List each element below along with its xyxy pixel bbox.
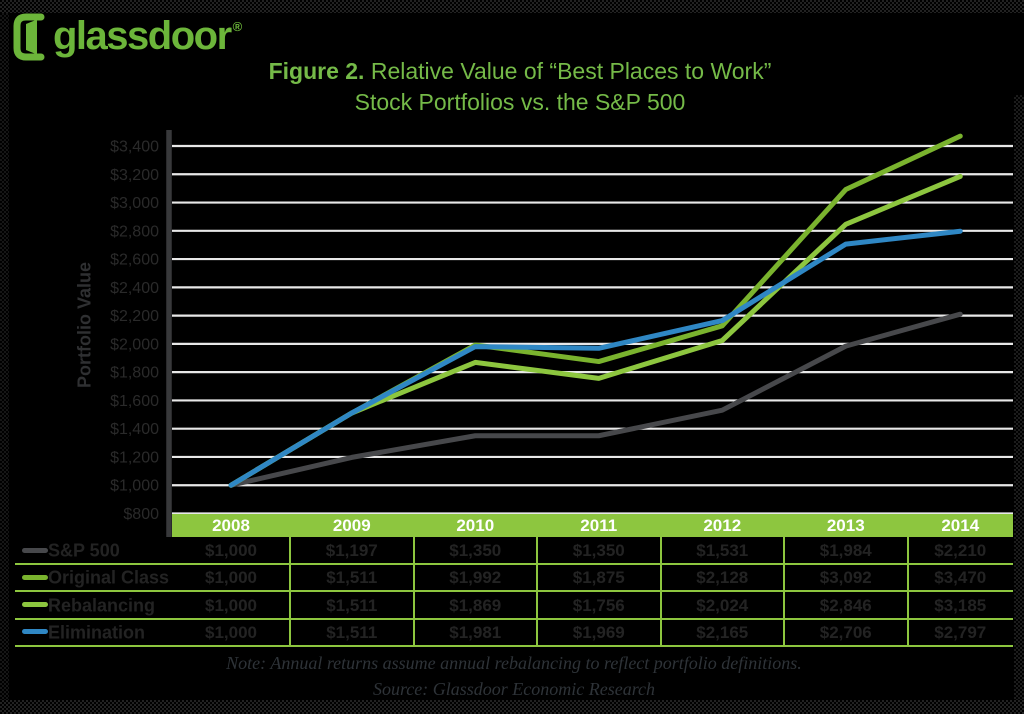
transparency-noise-top [0, 0, 1024, 13]
table-column-divider [783, 537, 785, 647]
table-value-elimination-2011: $1,969 [572, 622, 625, 642]
y-tick-label: $1,400 [110, 421, 159, 438]
table-value-rebalancing-2013: $2,846 [819, 595, 872, 615]
table-value-s-p-500-2011: $1,350 [572, 541, 625, 560]
table-value-elimination-2008: $1,000 [205, 622, 257, 642]
y-axis-title: Portfolio Value [74, 261, 95, 389]
table-row-divider [15, 590, 1013, 592]
y-tick-label: $2,200 [110, 308, 159, 325]
y-tick-label: $1,200 [110, 449, 159, 466]
series-line-original-class [228, 133, 963, 488]
table-column-divider [659, 537, 662, 647]
figure-label: Figure 2. [268, 58, 365, 84]
legend-label-original-class: Original Class [48, 567, 170, 588]
legend-swatch-original-class [22, 574, 48, 580]
table-value-original-class-2012: $2,128 [696, 568, 749, 587]
year-label-2008: 2008 [212, 516, 250, 536]
table-column-divider [536, 537, 538, 647]
table-value-original-class-2010: $1,992 [449, 568, 502, 587]
y-tick-label: $1,800 [110, 365, 159, 382]
table-value-elimination-2009: $1,511 [326, 622, 378, 642]
table-column-divider [412, 537, 415, 647]
glassdoor-logo: glassdoor ® [13, 13, 242, 61]
series-line-s-p-500 [228, 311, 963, 488]
table-row-divider [15, 617, 1013, 620]
y-tick-label: $3,200 [110, 167, 159, 184]
table-column-divider [906, 537, 909, 647]
year-bar-background [172, 513, 1013, 537]
table-value-s-p-500-2010: $1,350 [449, 541, 502, 560]
table-value-rebalancing-2014: $3,185 [934, 595, 987, 615]
figure-title-line2: Stock Portfolios vs. the S&P 500 [354, 89, 686, 115]
table-value-s-p-500-2009: $1,197 [325, 541, 378, 560]
table-value-s-p-500-2013: $1,984 [819, 541, 872, 560]
figure-title-rest: Relative Value of “Best Places to Work” [364, 58, 772, 84]
table-value-original-class-2013: $3,092 [819, 568, 872, 587]
table-row-divider [15, 563, 1013, 565]
y-tick-label: $2,600 [110, 252, 159, 269]
y-tick-label: $2,400 [110, 280, 159, 297]
table-value-rebalancing-2010: $1,869 [449, 595, 502, 615]
table-value-s-p-500-2008: $1,000 [205, 541, 257, 560]
transparency-noise-bottom [0, 700, 1024, 714]
year-label-2010: 2010 [456, 516, 495, 536]
legend-label-rebalancing: Rebalancing [48, 595, 156, 615]
y-tick-label: $800 [123, 506, 159, 523]
table-value-original-class-2014: $3,470 [934, 568, 987, 587]
year-label-2011: 2011 [580, 516, 618, 536]
table-value-original-class-2011: $1,875 [572, 568, 625, 587]
y-tick-label: $3,400 [110, 139, 159, 156]
y-tick-label: $2,000 [110, 336, 159, 353]
year-label-2012: 2012 [703, 516, 742, 536]
legend-label-elimination: Elimination [48, 622, 146, 642]
table-value-elimination-2013: $2,706 [819, 622, 872, 642]
table-value-s-p-500-2014: $2,210 [934, 541, 987, 560]
figure-title: Figure 2. Relative Value of “Best Places… [0, 56, 1024, 118]
table-value-elimination-2010: $1,981 [449, 622, 502, 642]
year-label-2014: 2014 [941, 516, 980, 536]
legend-swatch-rebalancing [22, 602, 48, 607]
table-row-divider [15, 645, 1013, 647]
table-value-rebalancing-2009: $1,511 [326, 595, 378, 615]
registered-mark: ® [232, 19, 243, 34]
table-value-original-class-2008: $1,000 [205, 568, 257, 587]
table-value-s-p-500-2012: $1,531 [696, 541, 749, 560]
series-line-rebalancing [228, 173, 963, 488]
table-value-rebalancing-2012: $2,024 [696, 595, 749, 615]
footnote-source-line: Source: Glassdoor Economic Research [372, 679, 656, 699]
legend-label-s-p-500: S&P 500 [48, 540, 120, 561]
glassdoor-wordmark: glassdoor [53, 14, 232, 58]
footnote: Note: Annual returns assume annual rebal… [0, 650, 1024, 702]
y-tick-label: $1,000 [110, 478, 159, 495]
footnote-note-line: Note: Annual returns assume annual rebal… [226, 653, 802, 673]
y-tick-label: $1,600 [110, 393, 159, 410]
glassdoor-door-icon [13, 13, 45, 61]
table-value-rebalancing-2008: $1,000 [205, 595, 257, 615]
series-line-elimination [228, 228, 963, 488]
y-tick-label: $2,800 [110, 223, 159, 240]
legend-swatch-elimination [22, 629, 48, 634]
table-value-elimination-2012: $2,165 [696, 622, 749, 642]
y-tick-label: $3,000 [110, 195, 159, 212]
figure-title-line1: Figure 2. Relative Value of “Best Places… [0, 56, 1024, 87]
table-column-divider [289, 537, 291, 647]
legend-swatch-s-p-500 [22, 547, 48, 553]
table-value-elimination-2014: $2,797 [934, 622, 987, 642]
table-value-original-class-2009: $1,511 [326, 568, 378, 587]
table-value-rebalancing-2011: $1,756 [572, 595, 625, 615]
year-label-2009: 2009 [332, 516, 371, 536]
year-label-2013: 2013 [826, 516, 865, 536]
transparency-noise-right [1014, 95, 1024, 700]
